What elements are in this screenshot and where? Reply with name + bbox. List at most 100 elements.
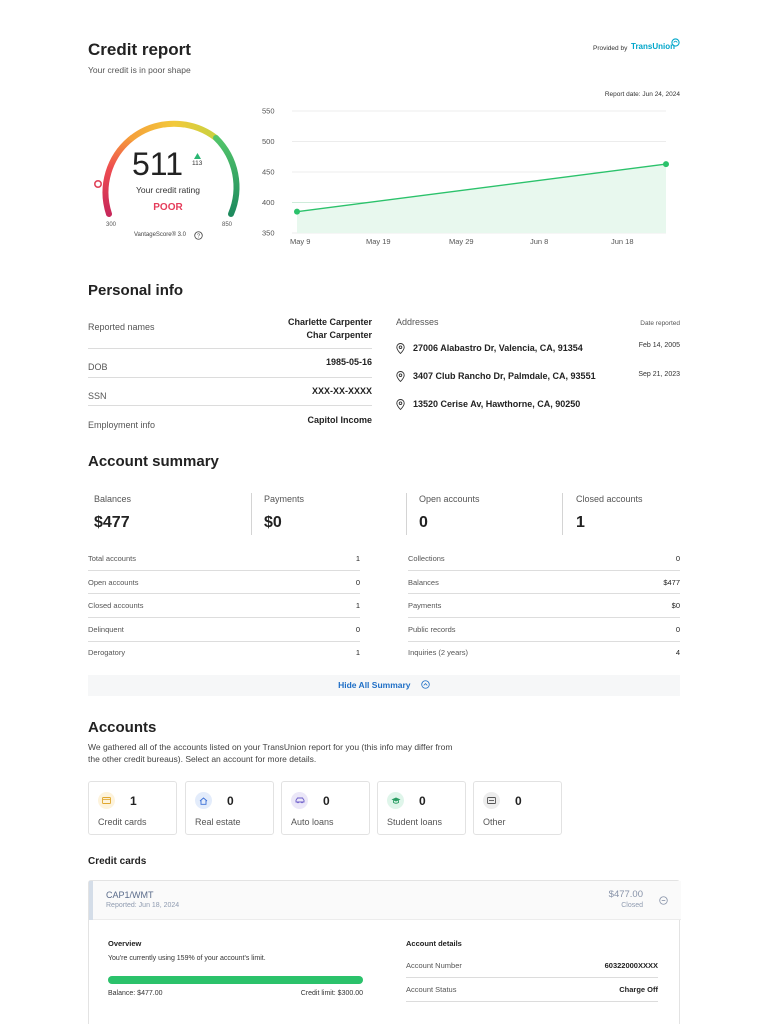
svg-text:?: ? [197, 234, 201, 240]
page-title: Credit report [88, 40, 191, 59]
chart-x-tick-label: May 19 [366, 237, 391, 246]
stat-label: Open accounts [419, 494, 480, 504]
tile-auto-loans[interactable]: 0 Auto loans [281, 781, 370, 835]
credit-cards-title: Credit cards [88, 856, 147, 867]
location-pin-icon [396, 399, 405, 410]
tile-label: Student loans [387, 817, 443, 827]
accounts-description: We gathered all of the accounts listed o… [88, 742, 453, 764]
summary-row: Payments $0 [408, 601, 680, 610]
summary-row: Open accounts 0 [88, 578, 360, 587]
other-icon [483, 792, 500, 809]
card-accent-bar [89, 881, 93, 920]
account-amount: $477.00 [608, 889, 643, 900]
transunion-logo-icon [671, 38, 680, 47]
address-text: 13520 Cerise Av, Hawthorne, CA, 90250 [413, 399, 581, 409]
chart-x-tick-label: May 9 [290, 237, 310, 246]
stat-payments: Payments $0 [264, 494, 304, 532]
summary-row: Closed accounts 1 [88, 601, 360, 610]
chart-x-tick-label: Jun 18 [611, 237, 634, 246]
gauge-min: 300 [106, 222, 117, 228]
stat-balances: Balances $477 [94, 494, 131, 532]
summary-row: Total accounts 1 [88, 554, 360, 563]
tile-label: Real estate [195, 817, 241, 827]
summary-row: Collections 0 [408, 554, 680, 563]
detail-row: Account Status Charge Off [406, 985, 658, 994]
score-history-chart: 550 500 450 400 350 May 9 May 19 May 29 Jun 8 Jun… [262, 107, 669, 246]
chart-area [297, 164, 666, 233]
address-date: Feb 14, 2005 [638, 342, 680, 349]
stat-label: Balances [94, 494, 132, 504]
score-gauge: 511 113 Your credit rating POOR 300 850 … [88, 108, 248, 243]
vantage-score-label: VantageScore® 3.0 [134, 232, 187, 238]
graduation-cap-icon [387, 792, 404, 809]
stat-value: $477 [94, 514, 130, 531]
score-change: 113 [192, 160, 203, 167]
tile-credit-cards[interactable]: 1 Credit cards [88, 781, 177, 835]
reported-names-row: Reported names Charlette Carpenter Char … [88, 317, 372, 340]
tile-label: Auto loans [291, 817, 334, 827]
addresses-label: Addresses [396, 317, 439, 327]
chart-y-tick-label: 500 [262, 137, 275, 146]
credit-rating-value: POOR [153, 202, 183, 213]
house-icon [195, 792, 212, 809]
score-up-arrow-icon [194, 153, 201, 159]
stat-value: 1 [576, 514, 585, 531]
tile-count: 0 [227, 794, 234, 808]
credit-score: 511 [132, 146, 184, 182]
account-reported: Reported: Jun 18, 2024 [106, 902, 180, 909]
chart-y-tick-label: 350 [262, 229, 275, 238]
tile-real-estate[interactable]: 0 Real estate [185, 781, 274, 835]
hide-summary-bar[interactable]: Hide All Summary [88, 675, 680, 696]
tile-count: 0 [323, 794, 330, 808]
dob-value: 1985-05-16 [325, 357, 372, 367]
address-text: 27006 Alabastro Dr, Valencia, CA, 91354 [413, 343, 583, 353]
hide-summary-button[interactable]: Hide All Summary [88, 680, 680, 690]
dob-label: DOB [88, 362, 108, 372]
usage-progress-bar [108, 976, 363, 984]
credit-card-icon [98, 792, 115, 809]
location-pin-icon [396, 371, 405, 382]
date-reported-label: Date reported [640, 320, 680, 327]
tile-other[interactable]: 0 Other [473, 781, 562, 835]
employment-row: Employment info Capitol Income [88, 415, 372, 433]
account-card-cap1[interactable]: CAP1/WMT Reported: Jun 18, 2024 $477.00 … [88, 880, 681, 1024]
overview-title: Overview [108, 939, 142, 948]
summary-row: Delinquent 0 [88, 625, 360, 634]
tile-student-loans[interactable]: 0 Student loans [377, 781, 466, 835]
chart-x-tick-label: Jun 8 [530, 237, 548, 246]
ssn-row: SSN XXX-XX-XXXX [88, 386, 372, 404]
tile-label: Credit cards [98, 817, 147, 827]
chart-line [296, 163, 667, 213]
chart-point [294, 208, 300, 215]
stat-label: Payments [264, 494, 305, 504]
reported-name: Char Carpenter [306, 330, 372, 340]
summary-row: Public records 0 [408, 625, 680, 634]
ssn-value: XXX-XX-XXXX [311, 386, 372, 396]
stat-value: $0 [264, 514, 282, 531]
summary-row: Balances $477 [408, 578, 680, 587]
tile-count: 0 [419, 794, 426, 808]
chevron-up-circle-icon [421, 680, 430, 689]
address-date: Sep 21, 2023 [638, 371, 680, 378]
stat-label: Closed accounts [576, 494, 643, 504]
address-text: 3407 Club Rancho Dr, Palmdale, CA, 93551 [413, 371, 596, 381]
gauge-arc [94, 120, 240, 217]
gauge-max: 850 [222, 222, 233, 228]
balance-label: Balance: $477.00 [108, 990, 163, 997]
collapse-icon[interactable] [659, 896, 668, 905]
account-card-header[interactable] [89, 881, 681, 920]
page-subtitle: Your credit is in poor shape [88, 65, 191, 75]
credit-rating-label: Your credit rating [136, 185, 200, 195]
employment-label: Employment info [88, 420, 156, 430]
detail-row: Account Number 60322000XXXX [406, 961, 658, 970]
chart-y-tick-label: 450 [262, 168, 275, 177]
stat-open-accounts: Open accounts 0 [419, 494, 480, 532]
account-summary-title: Account summary [88, 453, 219, 470]
tile-label: Other [483, 817, 506, 827]
transunion-logo: TransUnion [631, 38, 680, 51]
help-icon[interactable]: ? [194, 231, 203, 240]
report-date: Report date: Jun 24, 2024 [604, 91, 680, 98]
chart-point [663, 161, 669, 168]
chart-y-tick-label: 400 [262, 198, 275, 207]
tile-count: 0 [515, 794, 522, 808]
